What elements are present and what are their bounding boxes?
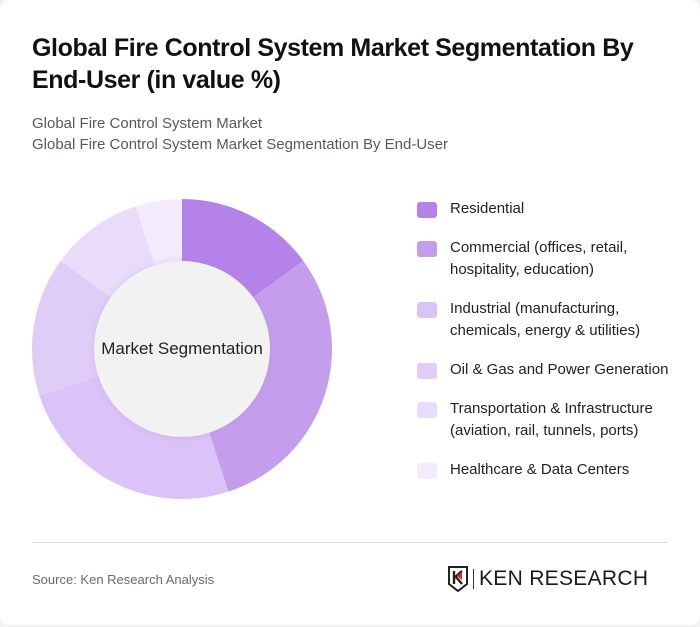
chart-legend: Residential Commercial (offices, retail,… — [417, 198, 687, 498]
legend-item-industrial: Industrial (manufacturing, chemicals, en… — [417, 298, 687, 342]
legend-item-residential: Residential — [417, 198, 687, 220]
legend-item-commercial: Commercial (offices, retail, hospitality… — [417, 237, 687, 281]
logo-separator — [473, 569, 474, 589]
footer-divider — [32, 542, 668, 543]
legend-swatch — [417, 363, 437, 379]
legend-item-healthcare: Healthcare & Data Centers — [417, 459, 687, 481]
logo-text: KEN RESEARCH — [479, 567, 649, 590]
legend-label: Oil & Gas and Power Generation — [450, 361, 669, 378]
donut-chart — [31, 199, 332, 499]
ken-research-logo: KEN RESEARCH — [447, 566, 648, 592]
legend-label: Healthcare & Data Centers — [450, 461, 630, 478]
legend-item-transportation: Transportation & Infrastructure (aviatio… — [417, 398, 687, 442]
chart-subtitle: Global Fire Control System Market Global… — [32, 113, 448, 155]
legend-swatch — [417, 302, 437, 318]
chart-title: Global Fire Control System Market Segmen… — [32, 34, 634, 94]
legend-label: Residential — [450, 200, 525, 217]
subtitle-line-1: Global Fire Control System Market — [32, 115, 263, 132]
donut-center-label: Market Segmentation — [101, 339, 263, 358]
legend-swatch — [417, 241, 437, 257]
legend-label: Transportation & Infrastructure (aviatio… — [450, 400, 653, 439]
ken-shield-icon — [448, 566, 468, 592]
legend-swatch — [417, 402, 437, 418]
subtitle-line-2: Global Fire Control System Market Segmen… — [32, 136, 448, 153]
legend-label: Commercial (offices, retail, hospitality… — [450, 239, 628, 278]
legend-item-oil-gas: Oil & Gas and Power Generation — [417, 359, 687, 381]
source-text: Source: Ken Research Analysis — [32, 572, 215, 587]
legend-swatch — [417, 202, 437, 218]
donut-hole — [94, 261, 270, 437]
legend-swatch — [417, 463, 437, 479]
legend-label: Industrial (manufacturing, chemicals, en… — [450, 300, 641, 339]
